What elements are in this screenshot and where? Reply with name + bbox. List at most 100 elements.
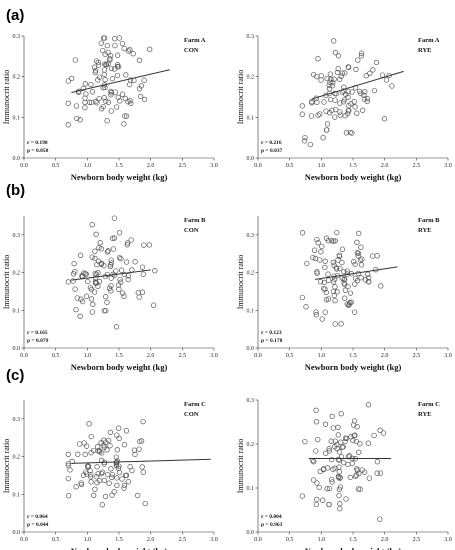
data-point [336,449,343,455]
data-point [318,72,324,79]
data-point [304,260,310,267]
farm-label: Farm C [418,401,440,408]
chart-panel-b-left: 0.0 0.5 1.0 1.5 2.0 2.5 3.0 0.0 0.1 0.2 0.3 Newborn… [2,215,218,372]
data-point [318,249,324,255]
data-point [311,247,318,253]
data-point [104,271,110,278]
data-point [136,57,143,63]
x-tick-label: 1.0 [84,163,92,169]
data-point [299,493,305,499]
chart-panel-a-left: 0.0 0.5 1.0 1.5 2.0 2.5 3.0 0.0 0.1 0.2 0.3 Newborn… [2,34,218,182]
data-point [374,459,381,465]
data-point [115,64,122,70]
data-point [331,238,337,244]
data-point [65,462,71,469]
data-point [138,83,144,89]
data-point [345,461,351,468]
data-point [337,505,343,512]
data-point [364,98,370,105]
data-point [330,259,336,266]
data-point [314,236,320,243]
data-point [365,440,372,446]
data-point [116,425,122,431]
data-point [125,479,131,485]
data-point [108,466,114,472]
data-point [91,289,98,295]
panel-letter: (a) [6,7,24,24]
data-point [313,407,319,413]
data-point [121,293,127,299]
data-point [95,59,101,66]
data-point [88,433,94,440]
data-point [336,253,343,260]
data-point [374,470,380,476]
x-tick-label: 3.0 [444,353,452,359]
data-point [367,70,373,76]
data-point [86,421,92,427]
data-point [116,463,122,469]
data-point [102,493,109,500]
data-point [352,261,358,268]
data-point [94,479,100,486]
data-point [101,67,108,73]
data-point [320,285,327,292]
data-point [82,81,88,87]
data-point [91,492,97,499]
data-point [354,239,360,245]
data-point [344,301,350,307]
data-point [365,275,372,281]
data-point [109,471,115,478]
data-point [123,113,130,119]
data-point [88,81,94,88]
panel-letter: (c) [6,367,24,384]
data-point [369,253,376,259]
x-tick-label: 0.5 [52,537,60,543]
data-point [98,40,104,46]
data-point [371,432,377,439]
data-point [337,109,343,115]
y-tick-label: 0.1 [247,308,255,314]
data-point [308,113,315,119]
data-point [132,259,138,265]
data-point [339,246,346,252]
data-point [113,463,120,469]
x-tick-label: 2.0 [147,353,155,359]
data-point [365,402,372,408]
data-point [104,299,110,305]
data-point [150,302,157,308]
data-point [107,429,114,435]
data-point [122,113,128,119]
data-point [354,250,360,256]
data-point [334,229,340,236]
data-point [355,57,361,63]
data-point [108,108,114,114]
data-point [109,474,115,480]
data-point [142,500,148,507]
data-point [93,231,99,237]
regression-line [71,69,170,94]
farm-label: Farm A [184,37,206,44]
x-tick-label: 0.0 [254,353,262,359]
data-point [98,470,105,477]
data-point [327,96,334,103]
data-point [79,298,86,305]
data-point [324,486,330,492]
x-tick-label: 3.0 [444,163,452,169]
data-point [92,255,98,262]
data-point [83,91,89,97]
p-value: p = 0.050 [27,148,49,154]
data-point [140,469,146,475]
data-point [139,464,145,470]
data-point [114,52,121,58]
data-point [357,88,363,95]
data-point [337,439,344,445]
data-point [65,460,71,467]
data-point [96,278,103,285]
data-point [381,116,388,122]
data-point [141,96,148,103]
data-point [124,242,130,248]
data-point [326,446,332,452]
data-point [94,100,100,106]
farm-label: Farm B [418,217,440,224]
data-point [95,283,101,289]
